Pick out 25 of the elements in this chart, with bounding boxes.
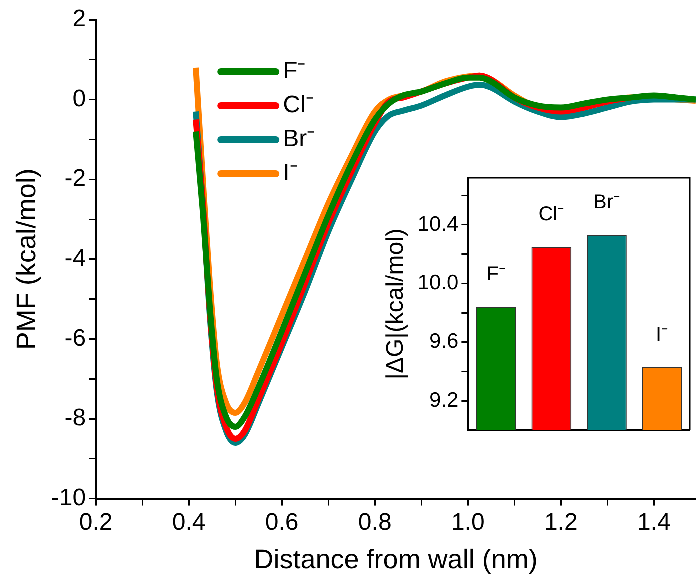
legend-label: Br⁻	[283, 126, 316, 153]
x-tick-label: 1.4	[637, 508, 671, 536]
y-tick-label: 9.2	[429, 388, 459, 412]
x-tick-label: 1.0	[451, 508, 485, 536]
x-tick-label: 0.4	[172, 508, 206, 536]
x-tick-label: 0.2	[79, 508, 113, 536]
y-tick-label: 10.4	[418, 212, 459, 236]
y-tick-label: -4	[64, 245, 86, 272]
y-tick-label: -10	[51, 484, 86, 512]
y-tick-label: -2	[64, 165, 86, 192]
x-tick-label: 0.8	[358, 508, 392, 536]
y-tick-label: 2	[72, 6, 86, 33]
y-tick-label: 0	[72, 85, 86, 112]
y-axis-title: |ΔG|(kcal/mol)	[382, 228, 410, 380]
y-tick-label: 10.0	[418, 271, 459, 294]
legend-label: F⁻	[283, 58, 306, 85]
y-tick-label: -8	[64, 404, 86, 432]
x-axis-title: Distance from wall (nm)	[254, 544, 538, 574]
x-tick-label: 1.2	[544, 508, 578, 536]
legend-label: Cl⁻	[283, 92, 314, 119]
y-axis-title: PMF (kcal/mol)	[12, 168, 42, 350]
y-tick-label: 9.6	[429, 330, 459, 354]
legend-label: I⁻	[283, 160, 298, 187]
x-tick-label: 0.6	[265, 508, 299, 536]
y-tick-label: -6	[64, 324, 86, 352]
